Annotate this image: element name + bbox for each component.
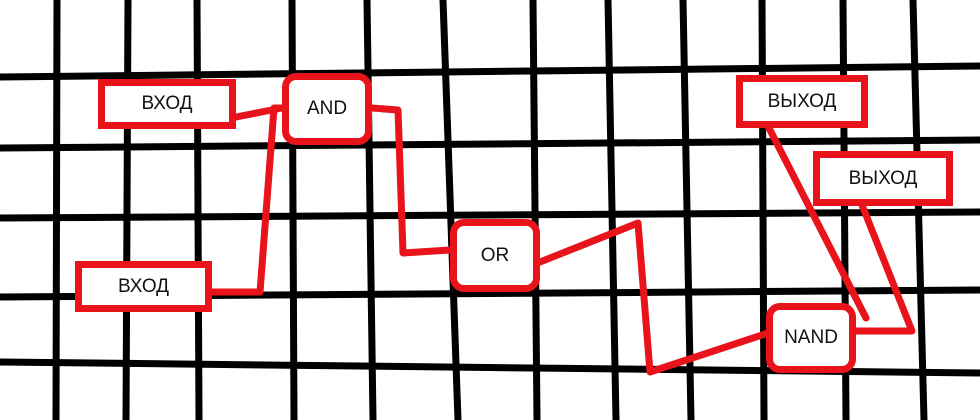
output-node-1[interactable]: ВЫХОД	[736, 75, 868, 128]
input-node-1[interactable]: ВХОД	[98, 79, 236, 129]
grid-line-horizontal	[0, 62, 980, 81]
grid-line-vertical	[679, 0, 695, 420]
output-node-label: ВЫХОД	[767, 90, 837, 112]
output-node-2[interactable]: ВЫХОД	[813, 151, 953, 206]
grid-line-vertical	[529, 0, 541, 420]
grid-line-vertical	[439, 0, 462, 420]
grid-line-horizontal	[0, 136, 980, 152]
wire-input2-to-and	[208, 104, 286, 296]
wire-and-to-or	[368, 104, 454, 257]
nand-gate-label: NAND	[784, 327, 838, 348]
grid-line-vertical	[52, 0, 61, 420]
output-node-label: ВЫХОД	[848, 167, 918, 189]
grid-line-vertical	[193, 0, 203, 420]
grid-line-horizontal	[0, 208, 980, 222]
grid-line-vertical	[363, 0, 377, 420]
wire-nand-to-output1	[764, 122, 870, 322]
input-node-label: ВХОД	[141, 93, 193, 114]
or-gate-label: OR	[480, 244, 510, 266]
grid-line-vertical	[122, 0, 132, 420]
grid-line-vertical	[604, 0, 620, 420]
wire-or-to-nand	[536, 219, 772, 376]
nand-gate[interactable]: NAND	[766, 303, 856, 373]
grid-line-vertical	[909, 0, 928, 420]
and-gate-label: AND	[306, 98, 348, 119]
input-node-2[interactable]: ВХОД	[75, 261, 212, 312]
grid-line-vertical	[758, 0, 768, 420]
grid-line-vertical	[288, 0, 298, 420]
wire-nand-to-output2	[852, 196, 916, 335]
and-gate[interactable]: AND	[282, 73, 372, 145]
input-node-label: ВХОД	[117, 275, 170, 297]
or-gate[interactable]: OR	[450, 219, 540, 292]
